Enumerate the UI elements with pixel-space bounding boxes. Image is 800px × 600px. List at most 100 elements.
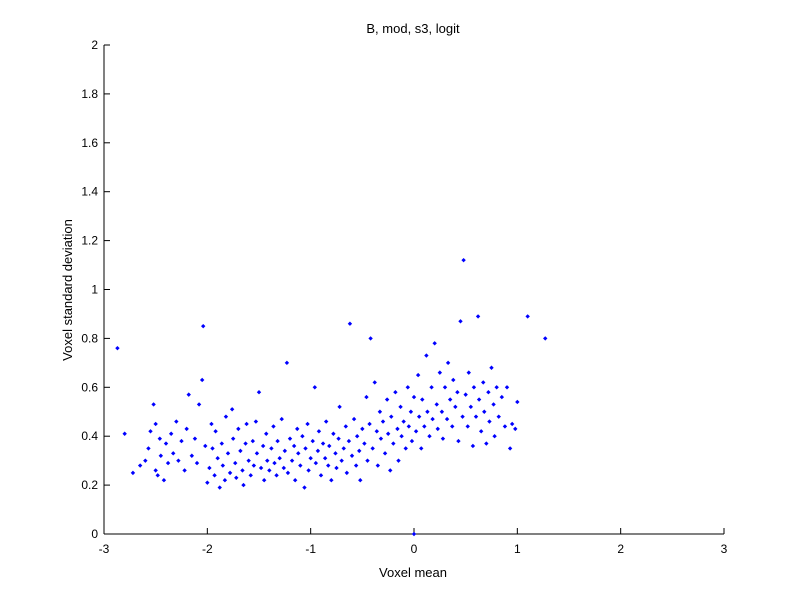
- data-point: [471, 385, 477, 390]
- data-point: [370, 446, 375, 451]
- data-point: [372, 380, 377, 385]
- x-tick-label: 0: [411, 542, 418, 556]
- data-point: [481, 380, 486, 385]
- x-tick-label: -1: [305, 542, 316, 556]
- data-point: [258, 465, 264, 471]
- data-point: [475, 314, 481, 319]
- data-point: [395, 426, 400, 432]
- data-point: [399, 434, 404, 439]
- data-point: [364, 394, 369, 400]
- data-point: [209, 421, 214, 427]
- data-point: [367, 421, 372, 427]
- data-point: [179, 438, 184, 444]
- data-point: [435, 426, 440, 432]
- data-point: [298, 463, 303, 468]
- data-point: [465, 424, 470, 429]
- data-point: [470, 443, 476, 449]
- data-point: [543, 336, 548, 341]
- data-point: [272, 460, 277, 466]
- data-point: [422, 424, 427, 429]
- data-point: [227, 470, 233, 476]
- data-point: [357, 448, 362, 454]
- data-point: [201, 323, 206, 329]
- data-point: [447, 397, 453, 402]
- data-point: [344, 470, 350, 476]
- data-point: [496, 414, 501, 419]
- data-point: [384, 397, 390, 402]
- data-point: [279, 416, 284, 422]
- data-point: [287, 436, 293, 441]
- data-point: [115, 345, 120, 351]
- x-tick-label: -3: [99, 542, 110, 556]
- data-point: [153, 468, 158, 473]
- data-point: [437, 370, 443, 375]
- data-point: [275, 438, 280, 444]
- data-point: [405, 385, 410, 390]
- data-point: [507, 446, 513, 451]
- data-point: [385, 431, 391, 436]
- data-point: [229, 407, 235, 412]
- data-point: [525, 314, 530, 319]
- data-point: [486, 389, 491, 395]
- data-point: [168, 431, 174, 436]
- data-point: [217, 485, 222, 490]
- data-point: [277, 456, 282, 461]
- data-point: [358, 478, 363, 483]
- data-point: [334, 465, 339, 471]
- data-point: [484, 441, 489, 446]
- data-point: [182, 468, 187, 473]
- data-point: [305, 421, 310, 427]
- y-tick-label: 0.6: [81, 380, 98, 394]
- data-point: [413, 429, 419, 434]
- data-point: [354, 434, 360, 439]
- data-point: [163, 441, 169, 446]
- data-point: [333, 451, 338, 456]
- data-point: [310, 438, 315, 444]
- data-point: [151, 402, 156, 407]
- data-point: [388, 468, 393, 473]
- data-point: [282, 448, 288, 454]
- data-point: [442, 385, 448, 390]
- data-point: [300, 434, 305, 439]
- data-point: [425, 409, 430, 414]
- data-point: [347, 321, 353, 326]
- data-point: [463, 392, 468, 397]
- data-point: [419, 446, 424, 451]
- data-point: [220, 463, 226, 468]
- data-point: [411, 531, 417, 537]
- data-point: [489, 365, 494, 370]
- data-point: [461, 257, 466, 263]
- data-point: [476, 397, 482, 402]
- y-tick-label: 1.2: [81, 234, 98, 248]
- data-point: [451, 377, 456, 383]
- data-point: [291, 443, 297, 449]
- data-point: [251, 463, 257, 468]
- data-point: [243, 441, 248, 446]
- data-point: [439, 409, 445, 414]
- data-point: [196, 402, 202, 407]
- data-point: [274, 473, 279, 478]
- axes: [103, 45, 724, 535]
- data-point: [303, 446, 308, 451]
- data-points: [115, 257, 548, 537]
- data-point: [432, 341, 437, 346]
- data-point: [482, 409, 487, 414]
- data-point: [137, 463, 143, 468]
- data-point: [382, 451, 388, 456]
- data-point: [420, 397, 425, 402]
- data-point: [165, 460, 171, 466]
- data-point: [308, 456, 313, 461]
- data-point: [192, 436, 198, 441]
- data-point: [130, 470, 136, 476]
- data-point: [336, 436, 341, 441]
- data-point: [174, 419, 179, 424]
- data-point: [378, 436, 384, 441]
- data-point: [250, 438, 255, 444]
- x-tick-label: 3: [721, 542, 728, 556]
- data-point: [494, 385, 499, 390]
- data-point: [215, 456, 220, 461]
- data-point: [289, 458, 295, 463]
- data-point: [153, 421, 158, 427]
- x-axis-label: Voxel mean: [379, 565, 447, 580]
- data-point: [148, 429, 153, 434]
